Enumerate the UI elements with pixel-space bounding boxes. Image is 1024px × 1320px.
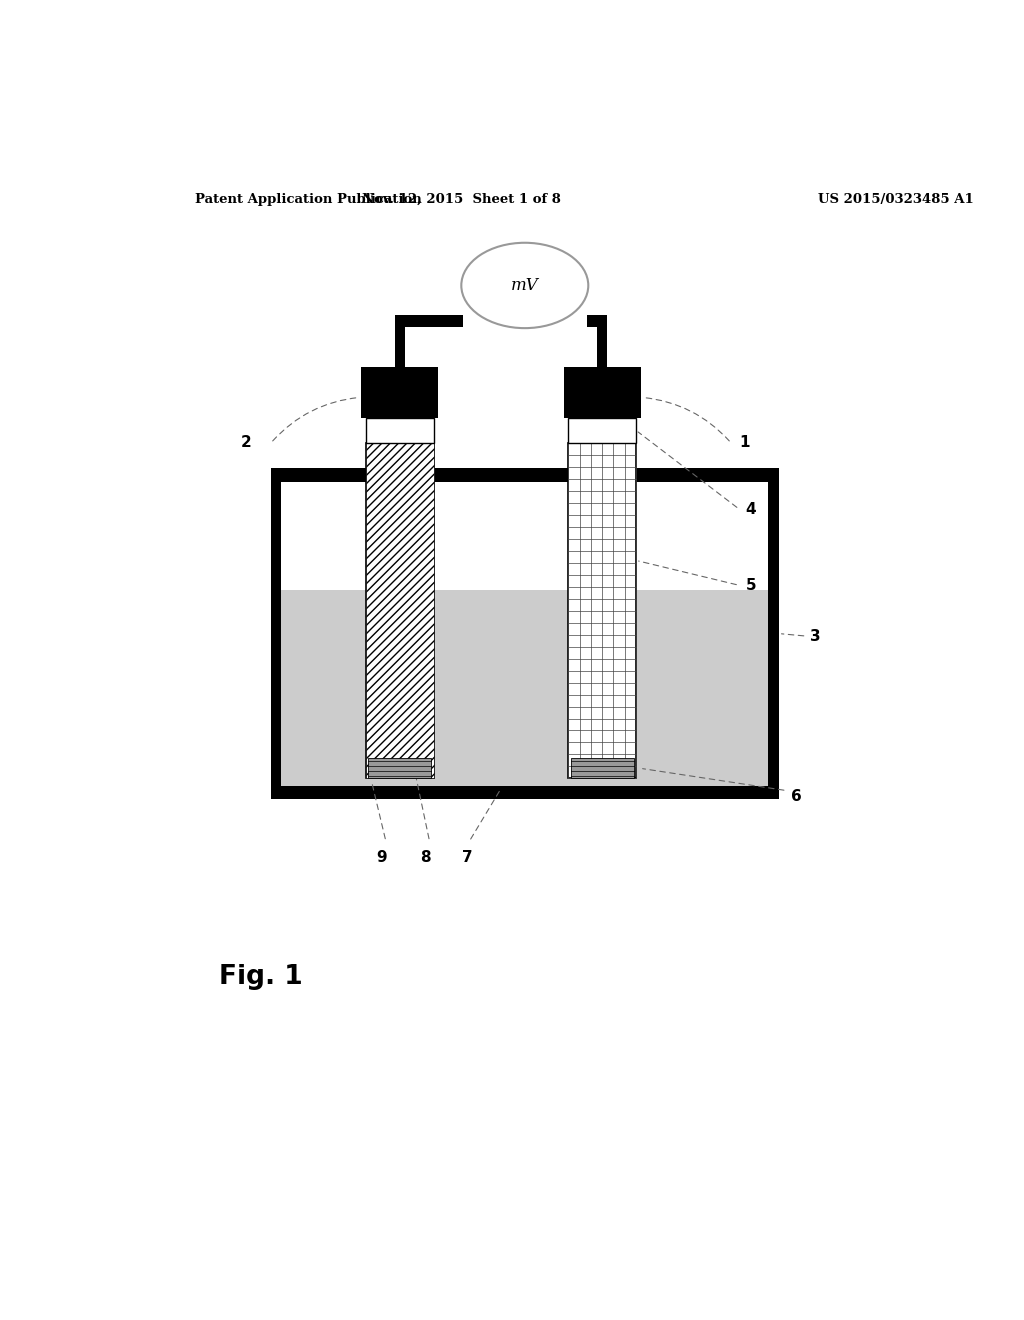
- Bar: [367, 444, 433, 779]
- Bar: [369, 758, 431, 779]
- Text: 7: 7: [463, 850, 473, 865]
- Text: 3: 3: [811, 628, 821, 644]
- Bar: [270, 469, 778, 799]
- Text: 6: 6: [791, 789, 802, 804]
- Bar: [597, 321, 607, 367]
- Text: mV: mV: [511, 277, 539, 294]
- Bar: [395, 321, 404, 367]
- Text: 2: 2: [241, 436, 251, 450]
- Bar: [282, 590, 768, 785]
- Text: 8: 8: [420, 850, 431, 865]
- Bar: [367, 417, 433, 444]
- Bar: [367, 444, 433, 779]
- Text: Fig. 1: Fig. 1: [219, 964, 303, 990]
- Bar: [568, 417, 636, 444]
- Text: 4: 4: [745, 502, 756, 516]
- Bar: [270, 469, 282, 799]
- Ellipse shape: [461, 243, 588, 329]
- Bar: [563, 367, 641, 417]
- Bar: [270, 785, 778, 799]
- Text: 9: 9: [377, 850, 387, 865]
- Text: US 2015/0323485 A1: US 2015/0323485 A1: [818, 193, 974, 206]
- Text: 5: 5: [745, 578, 756, 593]
- Bar: [587, 315, 607, 327]
- Bar: [361, 367, 438, 417]
- Text: Patent Application Publication: Patent Application Publication: [196, 193, 422, 206]
- Text: 1: 1: [739, 436, 750, 450]
- Text: Nov. 12, 2015  Sheet 1 of 8: Nov. 12, 2015 Sheet 1 of 8: [361, 193, 561, 206]
- Bar: [570, 758, 634, 779]
- Bar: [568, 444, 636, 779]
- Bar: [768, 469, 779, 799]
- Bar: [270, 469, 778, 482]
- Bar: [395, 315, 463, 327]
